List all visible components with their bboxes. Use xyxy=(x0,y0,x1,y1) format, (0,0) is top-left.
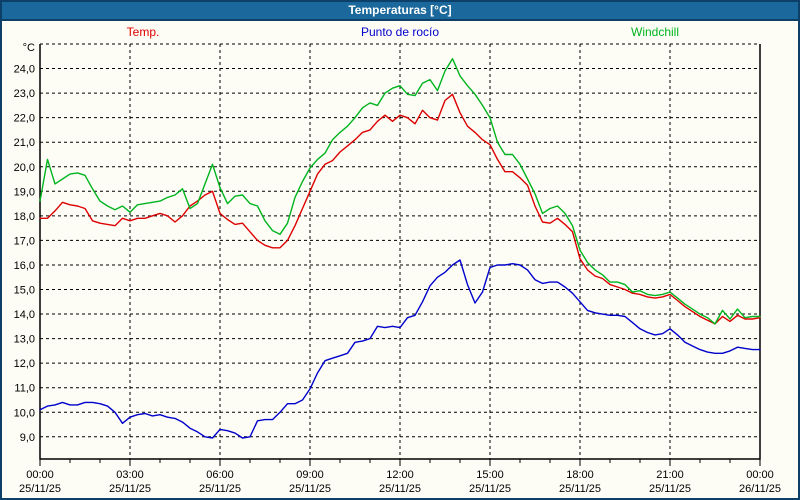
y-tick-label: 21,0 xyxy=(14,137,35,149)
y-tick-label: 11,0 xyxy=(14,383,35,395)
x-tick-date-label: 25/11/25 xyxy=(379,483,421,495)
y-tick-label: 10,0 xyxy=(14,407,35,419)
x-tick-time-label: 00:00 xyxy=(746,469,774,481)
x-tick-date-label: 25/11/25 xyxy=(469,483,511,495)
x-tick-time-label: 21:00 xyxy=(656,469,684,481)
x-tick-time-label: 12:00 xyxy=(386,469,414,481)
series-line-temp xyxy=(39,93,761,325)
y-tick-label: 22,0 xyxy=(14,113,35,125)
window-titlebar: Temperaturas [°C] xyxy=(2,2,798,21)
x-tick-date-label: 25/11/25 xyxy=(559,483,601,495)
x-tick-date-label: 25/11/25 xyxy=(19,483,61,495)
x-tick-time-label: 00:00 xyxy=(26,469,54,481)
x-tick-time-label: 18:00 xyxy=(566,469,594,481)
series-line-dew-point xyxy=(39,259,761,439)
y-tick-label: 15,0 xyxy=(14,285,35,297)
x-tick-time-label: 09:00 xyxy=(296,469,324,481)
y-tick-label: 17,0 xyxy=(14,235,35,247)
legend-item-windchill: Windchill xyxy=(630,25,680,39)
x-tick-date-label: 25/11/25 xyxy=(199,483,241,495)
y-tick-label: 9,0 xyxy=(20,432,35,444)
y-tick-label: 18,0 xyxy=(14,211,35,223)
x-tick-date-label: 26/11/25 xyxy=(739,483,781,495)
y-tick-label: 16,0 xyxy=(14,260,35,272)
y-tick-label: 12,0 xyxy=(14,358,35,370)
x-tick-time-label: 15:00 xyxy=(476,469,504,481)
legend-item-dew-point: Punto de rocío xyxy=(360,25,440,39)
y-tick-label: 13,0 xyxy=(14,334,35,346)
x-tick-date-label: 25/11/25 xyxy=(109,483,151,495)
y-tick-label: 24,0 xyxy=(14,64,35,76)
x-tick-time-label: 03:00 xyxy=(116,469,144,481)
y-tick-label: 23,0 xyxy=(14,88,35,100)
y-tick-label: 14,0 xyxy=(14,309,35,321)
series-line-windchill xyxy=(39,58,761,325)
window-title: Temperaturas [°C] xyxy=(348,3,452,17)
x-tick-date-label: 25/11/25 xyxy=(289,483,331,495)
y-tick-label: 19,0 xyxy=(14,186,35,198)
legend-item-temp: Temp. xyxy=(126,25,160,39)
x-tick-time-label: 06:00 xyxy=(206,469,234,481)
x-tick-date-label: 25/11/25 xyxy=(649,483,691,495)
y-axis-unit: °C xyxy=(23,42,35,54)
y-tick-label: 20,0 xyxy=(14,162,35,174)
